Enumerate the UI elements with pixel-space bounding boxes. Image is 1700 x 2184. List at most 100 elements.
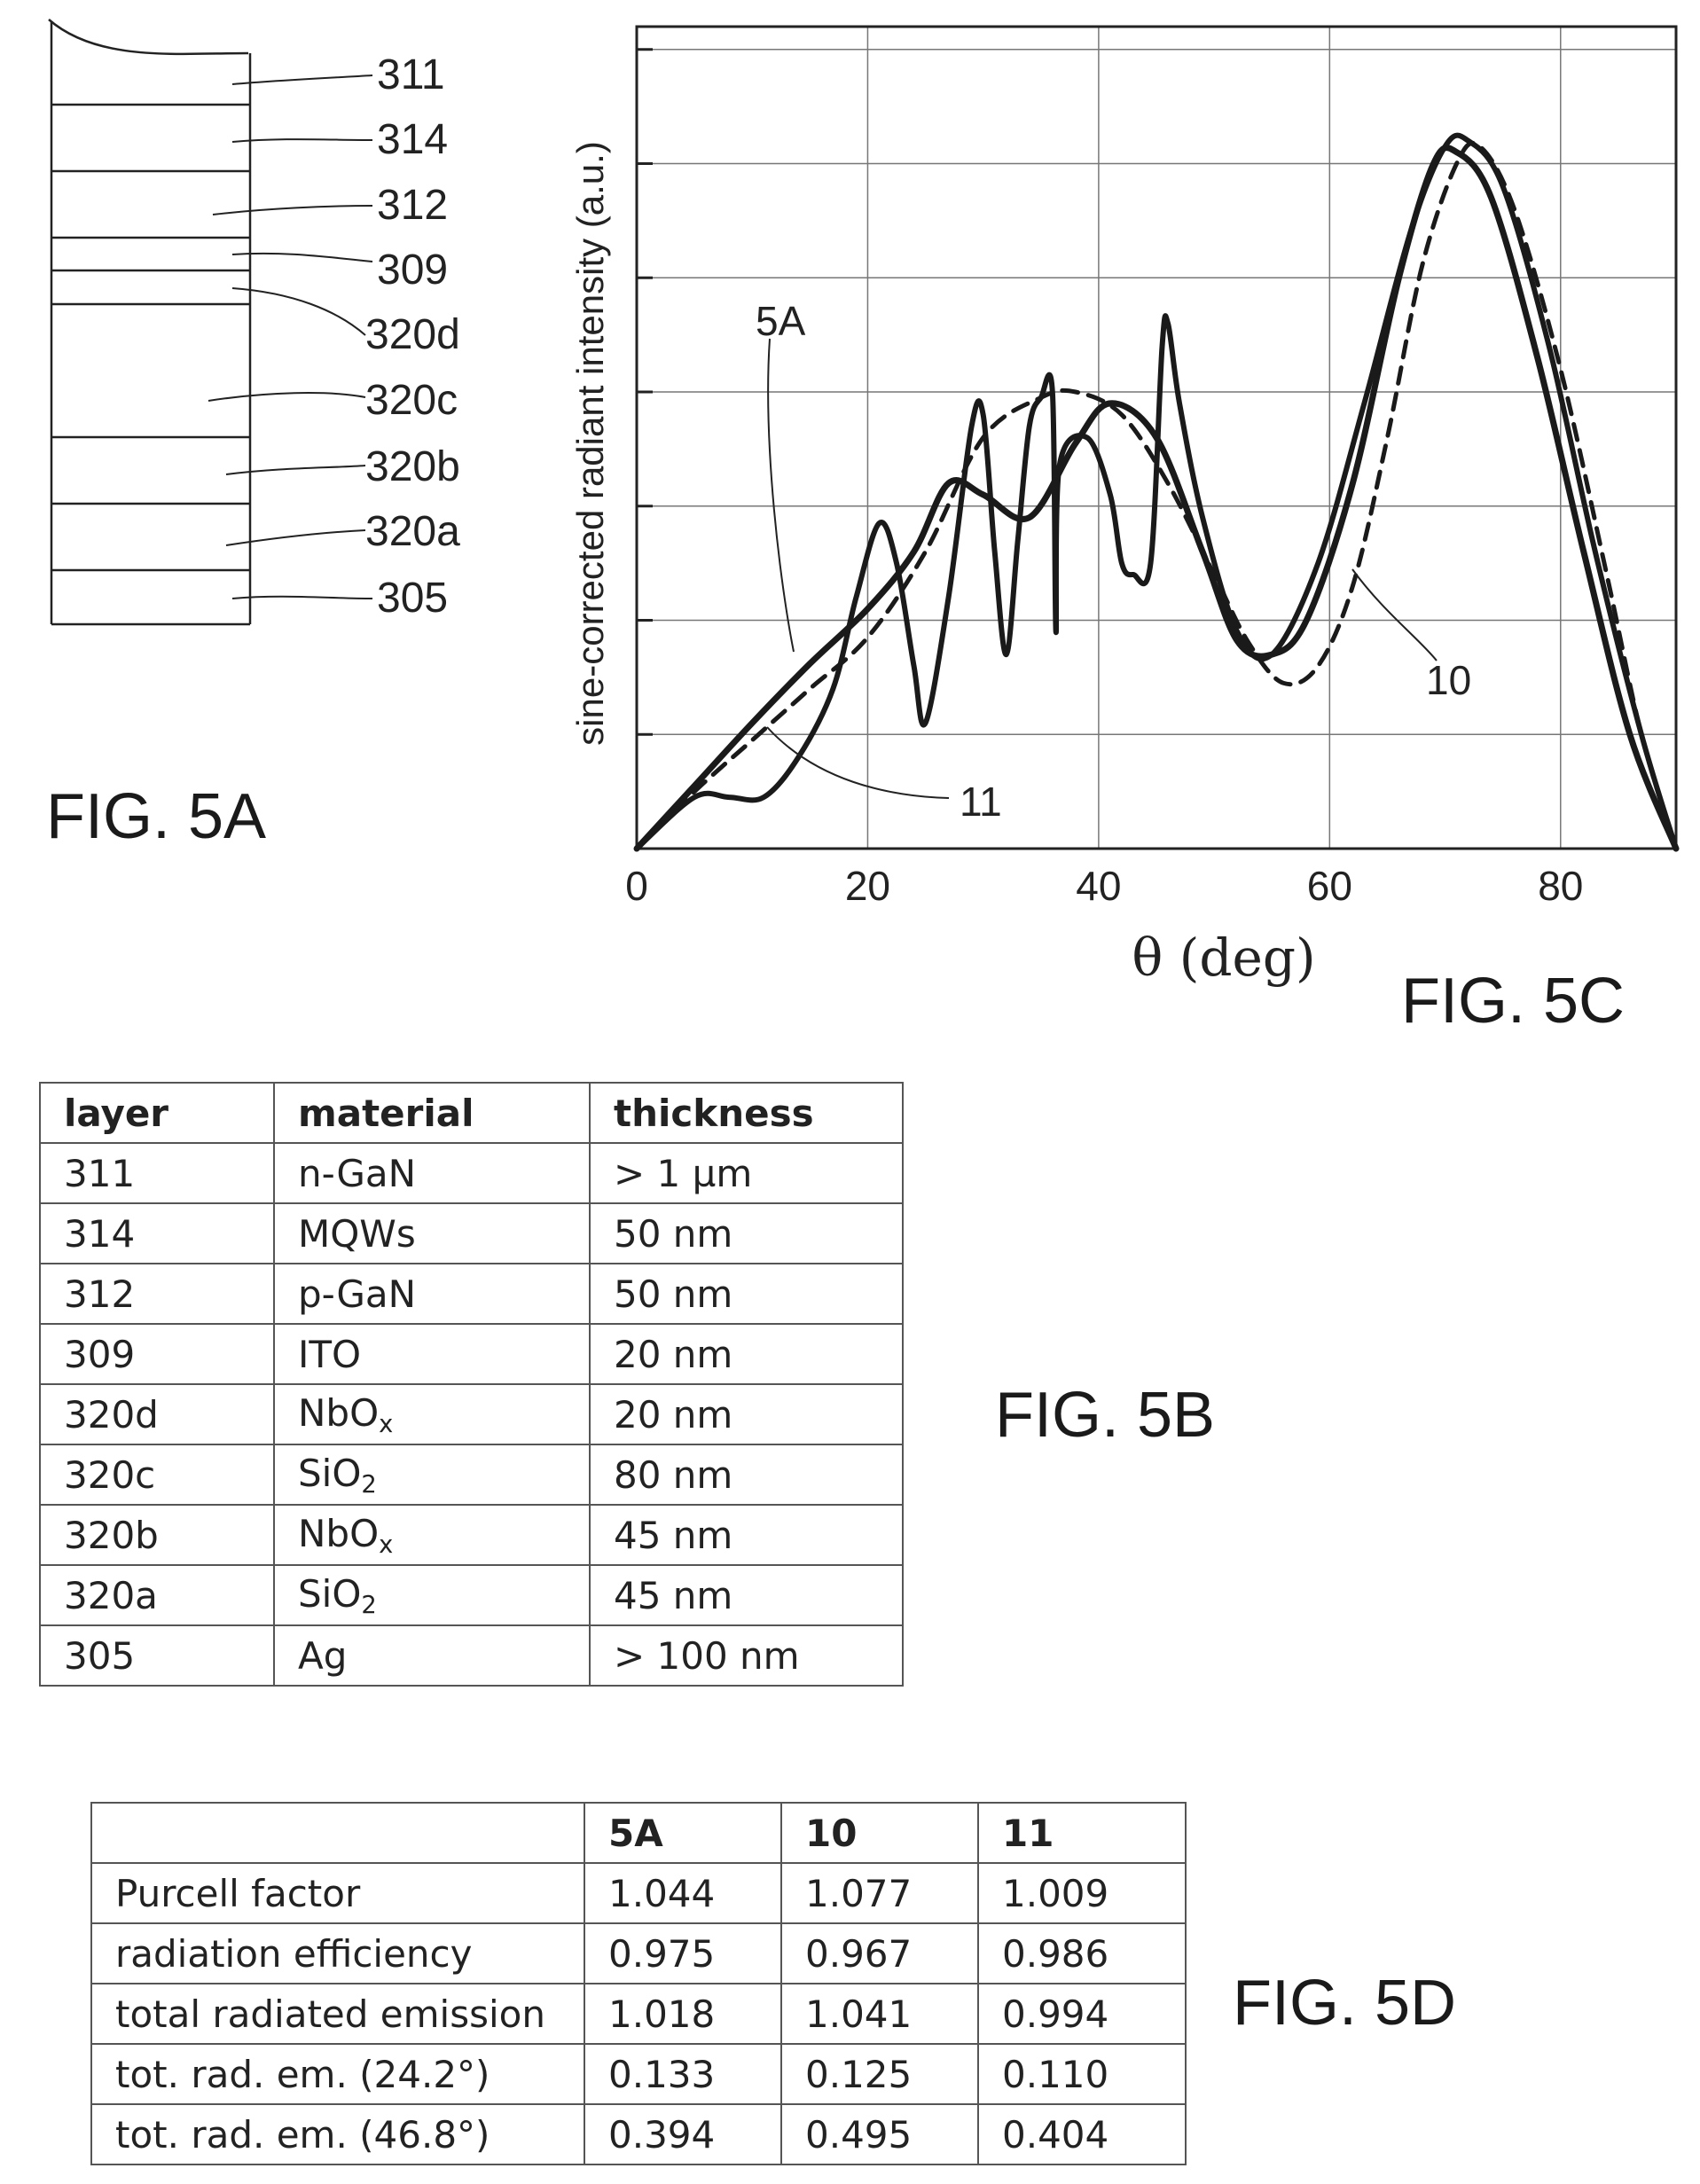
leader-320d	[231, 287, 366, 336]
layer-label: 320c	[365, 377, 458, 424]
cell-value-11: 0.404	[977, 2103, 1187, 2165]
layer-label: 314	[377, 116, 448, 163]
leader-320c	[208, 392, 366, 402]
table-header-row: layer material thickness	[39, 1082, 904, 1144]
cell-layer: 320a	[39, 1564, 275, 1626]
cell-value-5A: 1.044	[584, 1862, 782, 1924]
material-name: Ag	[298, 1633, 348, 1678]
material-name: NbO	[298, 1390, 380, 1435]
metrics-table: 5A 10 11 Purcell factor 1.044 1.077 1.009 ra…	[90, 1802, 1187, 2165]
fig-5b-label: FIG. 5B	[995, 1380, 1216, 1451]
table-row: 314 MQWs 50 nm	[39, 1202, 904, 1264]
x-tick-label: 80	[1538, 863, 1583, 909]
cell-thickness: 45 nm	[589, 1504, 904, 1566]
cell-value-5A: 0.394	[584, 2103, 782, 2165]
series-callout-labels: 5A 10 11	[756, 298, 1471, 825]
cell-layer: 312	[39, 1263, 275, 1325]
cell-layer: 309	[39, 1323, 275, 1385]
material-subscript: 2	[361, 1470, 377, 1499]
cell-value-10: 0.125	[780, 2043, 979, 2105]
x-tick-label: 40	[1076, 863, 1121, 909]
callout-label-11: 11	[960, 779, 1002, 825]
series-line-10	[634, 140, 1679, 851]
fig-5d-label: FIG. 5D	[1233, 1968, 1457, 2039]
table-row: 312 p-GaN 50 nm	[39, 1263, 904, 1325]
cell-thickness: 80 nm	[589, 1444, 904, 1506]
layer-label: 320a	[365, 508, 460, 555]
plot-frame	[635, 25, 1678, 850]
cell-material: SiO2	[273, 1564, 591, 1626]
cell-metric-name: Purcell factor	[90, 1862, 585, 1924]
layer-stack	[48, 19, 252, 626]
layer-label: 309	[377, 247, 448, 294]
table-row: Purcell factor 1.044 1.077 1.009	[90, 1862, 1187, 1924]
table-row: 311 n-GaN > 1 µm	[39, 1142, 904, 1204]
cell-value-10: 0.495	[780, 2103, 979, 2165]
column-header-layer: layer	[39, 1082, 275, 1144]
leader-314	[231, 138, 373, 143]
table-row: tot. rad. em. (24.2°) 0.133 0.125 0.110	[90, 2043, 1187, 2105]
table-row: 320c SiO2 80 nm	[39, 1444, 904, 1506]
series-callouts	[766, 338, 1438, 799]
material-name: NbO	[298, 1511, 380, 1555]
cell-layer: 305	[39, 1624, 275, 1687]
table-row: 309 ITO 20 nm	[39, 1323, 904, 1385]
cell-metric-name: total radiated emission	[90, 1983, 585, 2045]
cell-thickness: 50 nm	[589, 1263, 904, 1325]
cell-layer: 320b	[39, 1504, 275, 1566]
callout-leader-10	[1351, 568, 1438, 661]
material-subscript: 2	[361, 1591, 377, 1619]
leader-305	[231, 595, 373, 599]
cell-layer: 320d	[39, 1383, 275, 1445]
column-header-5A: 5A	[584, 1802, 782, 1864]
leader-lines	[208, 74, 373, 599]
series-line-11	[634, 132, 1679, 851]
cell-value-11: 0.994	[977, 1983, 1187, 2045]
x-tick-label: 0	[625, 863, 648, 909]
material-name: SiO	[298, 1451, 362, 1495]
callout-label-5A: 5A	[756, 298, 806, 344]
material-name: ITO	[298, 1332, 362, 1376]
table-row: radiation efficiency 0.975 0.967 0.986	[90, 1922, 1187, 1984]
material-name: SiO	[298, 1571, 362, 1616]
layer-table: layer material thickness 311 n-GaN > 1 µm 3…	[39, 1082, 904, 1687]
column-header-metric	[90, 1802, 585, 1864]
layer-labels: 311 314 312 309 320d 320c 320b 320a 305	[365, 51, 460, 622]
column-header-10: 10	[780, 1802, 979, 1864]
cell-thickness: 20 nm	[589, 1323, 904, 1385]
fig-5c-label: FIG. 5C	[1401, 966, 1626, 1037]
x-tick-label: 20	[845, 863, 890, 909]
x-axis-label: θ (deg)	[1132, 928, 1315, 988]
material-subscript: x	[379, 1410, 394, 1438]
callout-leader-11	[766, 726, 950, 799]
leader-309	[231, 252, 373, 262]
fig-5a-label: FIG. 5A	[46, 781, 267, 852]
material-subscript: x	[379, 1530, 394, 1559]
table-row: tot. rad. em. (46.8°) 0.394 0.495 0.404	[90, 2103, 1187, 2165]
table-row: total radiated emission 1.018 1.041 0.994	[90, 1983, 1187, 2045]
cell-layer: 314	[39, 1202, 275, 1264]
column-header-11: 11	[977, 1802, 1187, 1864]
cell-value-10: 1.077	[780, 1862, 979, 1924]
cell-metric-name: tot. rad. em. (24.2°)	[90, 2043, 585, 2105]
cell-value-10: 1.041	[780, 1983, 979, 2045]
cell-material: SiO2	[273, 1444, 591, 1506]
cell-layer: 320c	[39, 1444, 275, 1506]
cell-material: p-GaN	[273, 1263, 591, 1325]
leader-320a	[225, 529, 366, 546]
material-name: p-GaN	[298, 1272, 417, 1316]
cell-thickness: > 1 µm	[589, 1142, 904, 1204]
cell-material: NbOx	[273, 1383, 591, 1445]
cell-thickness: 45 nm	[589, 1564, 904, 1626]
cell-value-11: 0.986	[977, 1922, 1187, 1984]
x-tick-labels: 0 20 40 60 80	[625, 863, 1583, 909]
material-name: n-GaN	[298, 1151, 417, 1195]
leader-311	[231, 74, 373, 85]
callout-leader-5A	[767, 338, 795, 653]
cell-thickness: > 100 nm	[589, 1624, 904, 1687]
cell-value-5A: 0.975	[584, 1922, 782, 1984]
cell-value-5A: 0.133	[584, 2043, 782, 2105]
stack-wavy-top	[48, 19, 249, 56]
column-header-thickness: thickness	[589, 1082, 904, 1144]
